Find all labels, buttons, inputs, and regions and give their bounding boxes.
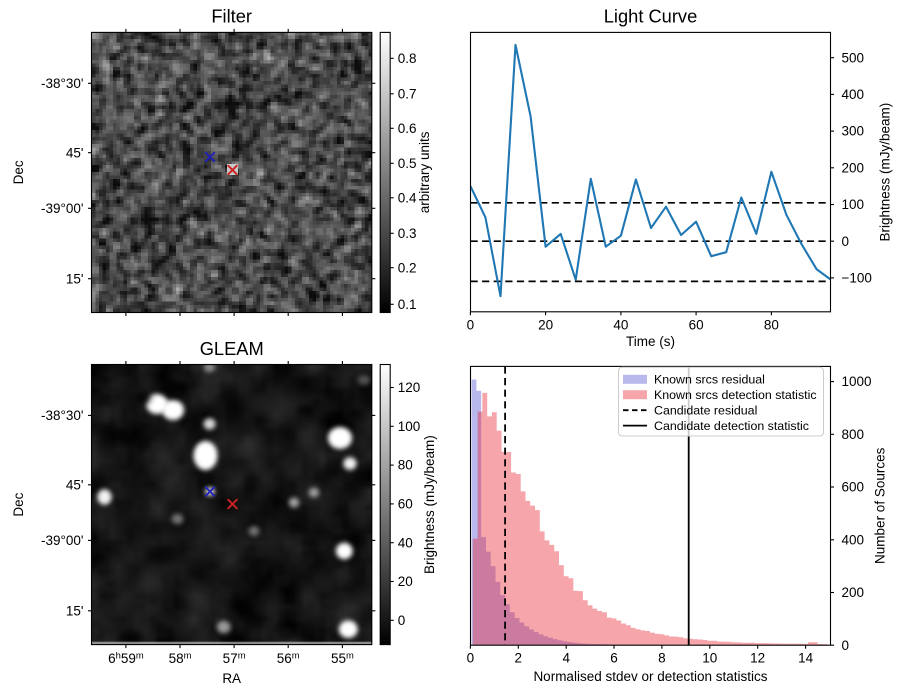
svg-text:0.1: 0.1 <box>398 297 417 312</box>
svg-text:Time (s): Time (s) <box>626 334 675 349</box>
svg-text:0: 0 <box>842 234 850 249</box>
svg-text:Normalised stdev or detection: Normalised stdev or detection statistics <box>533 669 767 684</box>
svg-text:40: 40 <box>398 535 413 550</box>
svg-text:4: 4 <box>562 651 570 666</box>
svg-text:400: 400 <box>842 87 865 102</box>
svg-text:Known srcs detection statistic: Known srcs detection statistic <box>654 388 817 402</box>
svg-text:0.2: 0.2 <box>398 260 417 275</box>
svg-text:2: 2 <box>515 651 523 666</box>
svg-text:Filter: Filter <box>211 6 252 27</box>
svg-text:0: 0 <box>842 638 850 653</box>
svg-text:300: 300 <box>842 124 865 139</box>
svg-text:200: 200 <box>842 160 865 175</box>
svg-text:Candidate residual: Candidate residual <box>654 404 757 418</box>
svg-text:60: 60 <box>398 497 413 512</box>
svg-text:80: 80 <box>764 317 779 332</box>
svg-text:-39°00': -39°00' <box>41 533 84 548</box>
svg-text:Dec: Dec <box>11 492 26 516</box>
svg-text:Brightness (mJy/beam): Brightness (mJy/beam) <box>422 435 437 574</box>
svg-text:15': 15' <box>66 603 84 618</box>
svg-text:800: 800 <box>842 427 865 442</box>
svg-text:−100: −100 <box>842 271 872 286</box>
svg-text:Candidate detection statistic: Candidate detection statistic <box>654 419 809 433</box>
svg-text:14: 14 <box>798 651 814 666</box>
svg-text:6: 6 <box>610 651 618 666</box>
svg-text:6h59m: 6h59m <box>108 649 144 666</box>
svg-text:0.8: 0.8 <box>398 51 417 66</box>
svg-text:200: 200 <box>842 585 865 600</box>
svg-text:GLEAM: GLEAM <box>200 338 264 359</box>
svg-text:100: 100 <box>842 197 865 212</box>
svg-text:45': 45' <box>66 477 84 492</box>
svg-text:400: 400 <box>842 532 865 547</box>
svg-text:55m: 55m <box>331 649 354 666</box>
svg-text:Light Curve: Light Curve <box>604 6 698 27</box>
svg-text:0.4: 0.4 <box>398 190 417 205</box>
svg-text:Brightness (mJy/beam): Brightness (mJy/beam) <box>878 103 893 242</box>
svg-text:8: 8 <box>658 651 666 666</box>
svg-text:0: 0 <box>467 317 475 332</box>
svg-text:45': 45' <box>66 145 84 160</box>
svg-text:0.6: 0.6 <box>398 121 417 136</box>
svg-text:arbitrary units: arbitrary units <box>417 131 432 213</box>
svg-text:Known srcs residual: Known srcs residual <box>654 373 765 387</box>
svg-text:15': 15' <box>66 271 84 286</box>
svg-text:1000: 1000 <box>842 374 872 389</box>
svg-text:Dec: Dec <box>11 160 26 184</box>
svg-text:-38°30': -38°30' <box>41 408 84 423</box>
svg-text:0.3: 0.3 <box>398 226 417 241</box>
svg-text:0: 0 <box>467 651 475 666</box>
svg-text:0.5: 0.5 <box>398 156 417 171</box>
svg-text:58m: 58m <box>169 649 192 666</box>
svg-text:-39°00': -39°00' <box>41 201 84 216</box>
svg-text:60: 60 <box>689 317 704 332</box>
svg-text:0: 0 <box>398 613 406 628</box>
svg-text:500: 500 <box>842 50 865 65</box>
svg-text:20: 20 <box>538 317 553 332</box>
svg-text:120: 120 <box>398 380 421 395</box>
svg-text:0.7: 0.7 <box>398 86 417 101</box>
svg-text:12: 12 <box>750 651 765 666</box>
svg-text:10: 10 <box>702 651 717 666</box>
svg-text:57m: 57m <box>223 649 246 666</box>
svg-text:-38°30': -38°30' <box>41 76 84 91</box>
svg-text:56m: 56m <box>277 649 300 666</box>
svg-text:RA: RA <box>222 671 241 686</box>
svg-text:20: 20 <box>398 574 413 589</box>
svg-text:40: 40 <box>613 317 628 332</box>
svg-text:80: 80 <box>398 458 413 473</box>
svg-text:600: 600 <box>842 480 865 495</box>
svg-text:100: 100 <box>398 419 421 434</box>
svg-text:Number of Sources: Number of Sources <box>873 447 888 564</box>
